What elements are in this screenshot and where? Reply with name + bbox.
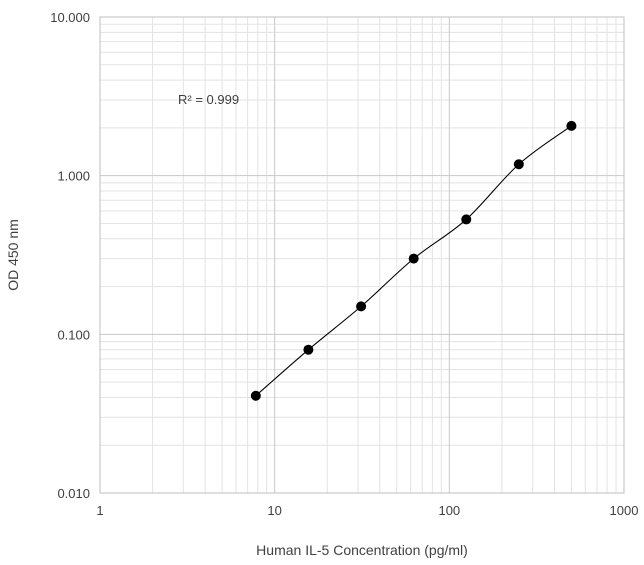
y-tick-label: 0.010 bbox=[57, 486, 90, 501]
y-tick-label: 1.000 bbox=[57, 169, 90, 184]
plot-area-frame bbox=[99, 16, 625, 494]
data-points bbox=[250, 120, 577, 401]
y-axis-ticks: 0.010 0.100 1.000 10.000 bbox=[50, 10, 90, 501]
data-point bbox=[461, 214, 472, 225]
data-point bbox=[513, 159, 524, 170]
data-point bbox=[303, 344, 314, 355]
data-point bbox=[566, 120, 577, 131]
minor-gridlines bbox=[100, 17, 624, 493]
data-point bbox=[250, 390, 261, 401]
data-point bbox=[356, 301, 367, 312]
x-tick-label: 10 bbox=[267, 503, 281, 518]
x-tick-label: 1 bbox=[96, 503, 103, 518]
x-tick-label: 100 bbox=[438, 503, 460, 518]
major-gridlines bbox=[99, 16, 625, 494]
y-tick-label: 10.000 bbox=[50, 10, 90, 25]
x-axis-title: Human IL-5 Concentration (pg/ml) bbox=[256, 542, 468, 558]
y-axis-title: OD 450 nm bbox=[5, 219, 21, 291]
x-tick-label: 1000 bbox=[610, 503, 639, 518]
y-tick-label: 0.100 bbox=[57, 327, 90, 342]
r-squared-annotation: R² = 0.999 bbox=[178, 92, 239, 107]
x-axis-ticks: 1 10 100 1000 bbox=[96, 503, 638, 518]
data-point bbox=[408, 253, 419, 264]
